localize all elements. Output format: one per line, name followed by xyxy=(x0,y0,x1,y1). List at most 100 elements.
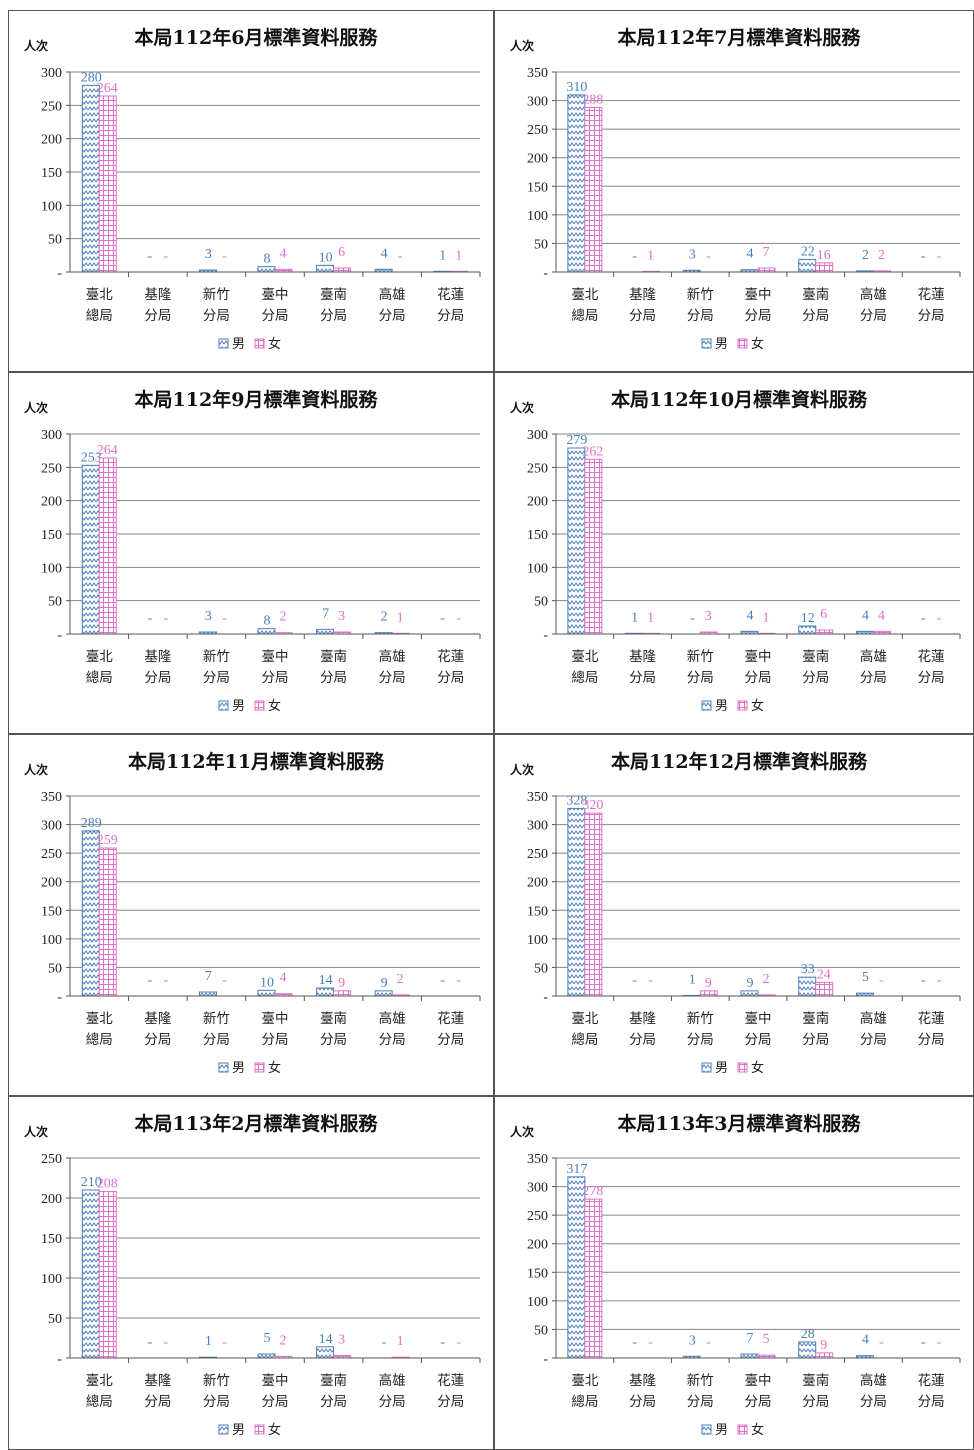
x-category-label: 高雄 xyxy=(379,286,406,303)
y-tick-label: 350 xyxy=(527,1152,548,1167)
data-label-male: 10 xyxy=(319,250,333,265)
bar-male xyxy=(567,808,586,997)
legend-swatch-female xyxy=(254,338,265,349)
x-category-label: 新竹 xyxy=(687,1011,714,1027)
data-label-female: 7 xyxy=(763,245,770,260)
legend-label-male: 男 xyxy=(232,1061,245,1076)
data-label-male: 8 xyxy=(264,614,271,629)
x-category-label: 分局 xyxy=(918,308,945,324)
x-category-label: 新竹 xyxy=(687,287,714,303)
data-label-female: 208 xyxy=(97,1177,118,1192)
y-tick-label: 150 xyxy=(41,166,62,181)
x-category-label: 分局 xyxy=(379,1394,406,1410)
y-tick-label: 300 xyxy=(41,428,62,443)
x-category-label: 分局 xyxy=(687,670,714,686)
chart-panel: 本局112年6月標準資料服務 人次 - 50 100 150 200 250 300 280 264… xyxy=(8,10,494,372)
data-label-male: 317 xyxy=(566,1162,587,1177)
data-label-male: 12 xyxy=(801,611,815,626)
x-category-label: 分局 xyxy=(629,670,656,686)
x-category-label: 新竹 xyxy=(203,1011,230,1027)
data-label-female: - xyxy=(706,1335,711,1350)
x-category-label: 新竹 xyxy=(687,649,714,665)
legend-label-female: 女 xyxy=(268,1060,281,1076)
x-category-label: 總局 xyxy=(86,669,113,686)
x-category-label: 基隆 xyxy=(144,648,171,665)
chart-title: 本局112年10月標準資料服務 xyxy=(611,388,868,411)
bar-male xyxy=(316,987,335,997)
y-tick-label: 200 xyxy=(41,495,62,510)
data-label-male: - xyxy=(148,249,153,264)
x-category-label: 總局 xyxy=(571,1031,598,1048)
panel-border xyxy=(494,10,974,372)
data-label-female: - xyxy=(398,249,403,264)
x-category-label: 高雄 xyxy=(379,1372,406,1389)
y-tick-label: 350 xyxy=(527,790,548,805)
x-category-label: 總局 xyxy=(571,1393,598,1410)
data-label-female: 1 xyxy=(397,610,404,625)
x-category-label: 新竹 xyxy=(203,1373,230,1389)
y-tick-label: 150 xyxy=(527,180,548,195)
x-category-label: 分局 xyxy=(379,1032,406,1048)
bar-male xyxy=(257,628,276,635)
data-label-male: 33 xyxy=(801,962,815,977)
x-category-label: 基隆 xyxy=(144,1372,171,1389)
x-category-label: 分局 xyxy=(379,308,406,324)
x-category-label: 臺北 xyxy=(86,1373,113,1389)
y-tick-label: 250 xyxy=(527,461,548,476)
bar-male xyxy=(740,990,759,997)
y-tick-label: 100 xyxy=(41,933,62,948)
data-label-female: 3 xyxy=(338,609,345,624)
y-tick-label: 50 xyxy=(534,595,548,610)
x-category-label: 分局 xyxy=(629,1032,656,1048)
bar-male xyxy=(798,258,817,273)
x-category-label: 分局 xyxy=(320,1032,347,1048)
data-label-male: 10 xyxy=(260,975,274,990)
bar-female xyxy=(584,812,603,997)
y-tick-label: 200 xyxy=(41,133,62,148)
x-category-label: 分局 xyxy=(860,670,887,686)
data-label-female: 9 xyxy=(338,976,345,991)
bar-female xyxy=(699,990,718,997)
x-category-label: 分局 xyxy=(745,1394,772,1410)
x-category-label: 分局 xyxy=(437,1032,464,1048)
data-label-male: 7 xyxy=(322,606,329,621)
legend-label-male: 男 xyxy=(715,337,728,352)
data-label-female: 16 xyxy=(817,248,831,263)
bar-female xyxy=(815,629,834,635)
x-category-label: 高雄 xyxy=(860,648,887,665)
data-label-male: - xyxy=(921,1335,926,1350)
x-category-label: 花蓮 xyxy=(918,1373,945,1389)
x-category-label: 花蓮 xyxy=(918,649,945,665)
bar-female xyxy=(98,95,117,273)
x-category-label: 分局 xyxy=(802,308,829,324)
data-label-female: - xyxy=(164,1335,169,1350)
y-tick-label: 200 xyxy=(527,495,548,510)
x-category-label: 臺中 xyxy=(745,1011,772,1027)
data-label-male: 7 xyxy=(747,1331,754,1346)
y-tick-label: 150 xyxy=(41,904,62,919)
x-category-label: 臺南 xyxy=(802,649,829,665)
data-label-female: 264 xyxy=(97,443,118,458)
data-label-male: 8 xyxy=(264,252,271,267)
data-label-male: - xyxy=(921,611,926,626)
x-category-label: 分局 xyxy=(745,670,772,686)
x-category-label: 臺中 xyxy=(262,649,289,665)
x-category-label: 臺北 xyxy=(571,1011,599,1027)
legend-swatch-female xyxy=(254,1424,265,1435)
y-tick-label: 50 xyxy=(48,1312,62,1327)
x-category-label: 分局 xyxy=(437,670,464,686)
x-category-label: 臺中 xyxy=(262,1373,289,1389)
x-category-label: 分局 xyxy=(437,308,464,324)
bar-female xyxy=(757,267,776,273)
x-category-label: 臺南 xyxy=(802,1373,829,1389)
legend-label-male: 男 xyxy=(232,699,245,714)
data-label-female: 2 xyxy=(878,248,885,263)
x-category-label: 臺北 xyxy=(86,649,113,665)
data-label-male: 328 xyxy=(566,794,587,809)
data-label-male: - xyxy=(632,1335,637,1350)
x-category-label: 基隆 xyxy=(144,286,171,303)
y-tick-label: - xyxy=(57,1352,62,1367)
data-label-female: 4 xyxy=(878,608,885,623)
x-category-label: 總局 xyxy=(571,669,598,686)
